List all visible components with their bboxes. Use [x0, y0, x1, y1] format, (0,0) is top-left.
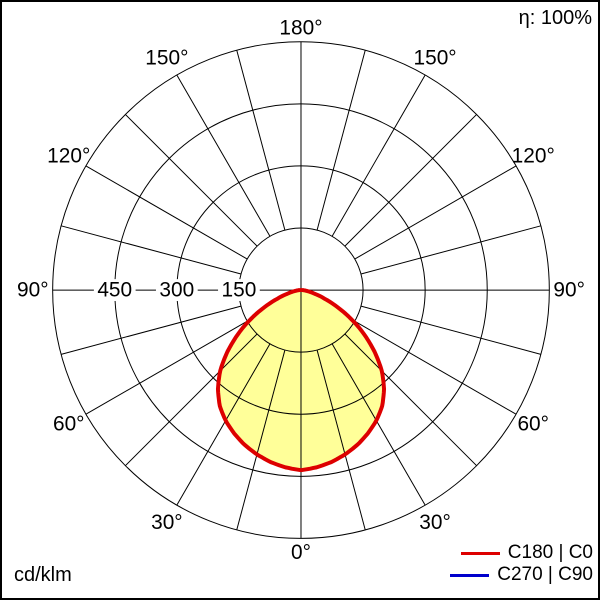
- legend-item-c270-c90: C270 | C90: [450, 564, 593, 586]
- radial-tick-label: 450: [97, 279, 132, 302]
- angle-label: 90°: [17, 279, 49, 302]
- grid-radial-line: [60, 225, 242, 275]
- legend-line-blue-icon: [450, 573, 490, 577]
- grid-radial-line: [331, 74, 426, 237]
- angle-label: 0°: [291, 541, 311, 564]
- grid-radial-line: [316, 349, 366, 531]
- angle-label: 180°: [279, 16, 322, 39]
- grid-radial-line: [176, 74, 271, 237]
- angle-label: 60°: [517, 413, 549, 436]
- grid-radial-line: [360, 225, 542, 275]
- legend-label-c270-c90: C270 | C90: [497, 564, 593, 585]
- radial-tick-label: 300: [159, 279, 194, 302]
- radial-tick-labels: 150 300 450: [93, 279, 260, 302]
- grid-radial-line: [125, 333, 258, 467]
- radial-tick-label-bg: [218, 279, 260, 301]
- grid-radial-line: [360, 305, 542, 355]
- grid-radial-line: [344, 333, 477, 467]
- grid-radial-line: [316, 50, 366, 231]
- grid-radial-line: [331, 343, 426, 506]
- angle-label: 30°: [151, 511, 183, 534]
- grid-radial-line: [236, 50, 286, 231]
- unit-label: cd/klm: [14, 564, 72, 586]
- angle-labels: 0° 30° 30° 60° 60° 90° 90° 120° 120° 150° 150° 180°: [17, 16, 585, 563]
- angle-label: 120°: [512, 144, 555, 167]
- radial-tick-label: 150: [222, 279, 257, 302]
- legend-line-red-icon: [460, 551, 500, 555]
- grid-radial-line: [344, 114, 477, 247]
- intensity-curve-outline: [215, 288, 387, 473]
- radial-tick-label-bg: [155, 279, 198, 301]
- grid-radial-lines: [60, 50, 542, 531]
- grid-radial-line: [354, 165, 517, 260]
- efficiency-label: η: 100%: [518, 7, 592, 29]
- legend-item-c180-c0: C180 | C0: [460, 542, 593, 564]
- angle-label: 90°: [553, 279, 585, 302]
- grid-radial-line: [236, 349, 286, 531]
- angle-label: 30°: [419, 511, 451, 534]
- grid-radial-line: [85, 165, 248, 260]
- angle-label: 150°: [145, 46, 188, 69]
- grid-radial-line: [60, 305, 242, 355]
- grid-radial-line: [176, 343, 271, 506]
- grid-radial-line: [354, 320, 517, 415]
- angle-label: 120°: [47, 144, 90, 167]
- legend-label-c180-c0: C180 | C0: [507, 542, 593, 563]
- radial-tick-label-bg: [93, 279, 136, 301]
- legend: C180 | C0 C270 | C90: [450, 542, 593, 586]
- angle-label: 150°: [414, 46, 457, 69]
- grid-radial-line: [125, 114, 258, 247]
- grid-radial-line: [85, 320, 248, 415]
- angle-label: 60°: [53, 413, 85, 436]
